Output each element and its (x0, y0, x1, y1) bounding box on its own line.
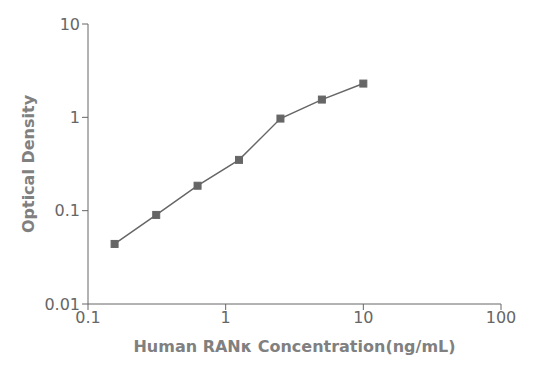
svg-text:0.1: 0.1 (75, 308, 101, 328)
svg-text:10: 10 (60, 15, 80, 34)
svg-text:Human RANκ Concentration(ng/mL: Human RANκ Concentration(ng/mL) (133, 337, 455, 356)
svg-text:Optical Density: Optical Density (19, 94, 38, 233)
svg-text:1: 1 (221, 308, 231, 327)
svg-text:1: 1 (70, 108, 80, 127)
svg-text:100: 100 (486, 308, 517, 327)
svg-text:0.1: 0.1 (55, 201, 80, 220)
svg-text:0.01: 0.01 (44, 295, 80, 314)
svg-text:10: 10 (353, 308, 373, 327)
